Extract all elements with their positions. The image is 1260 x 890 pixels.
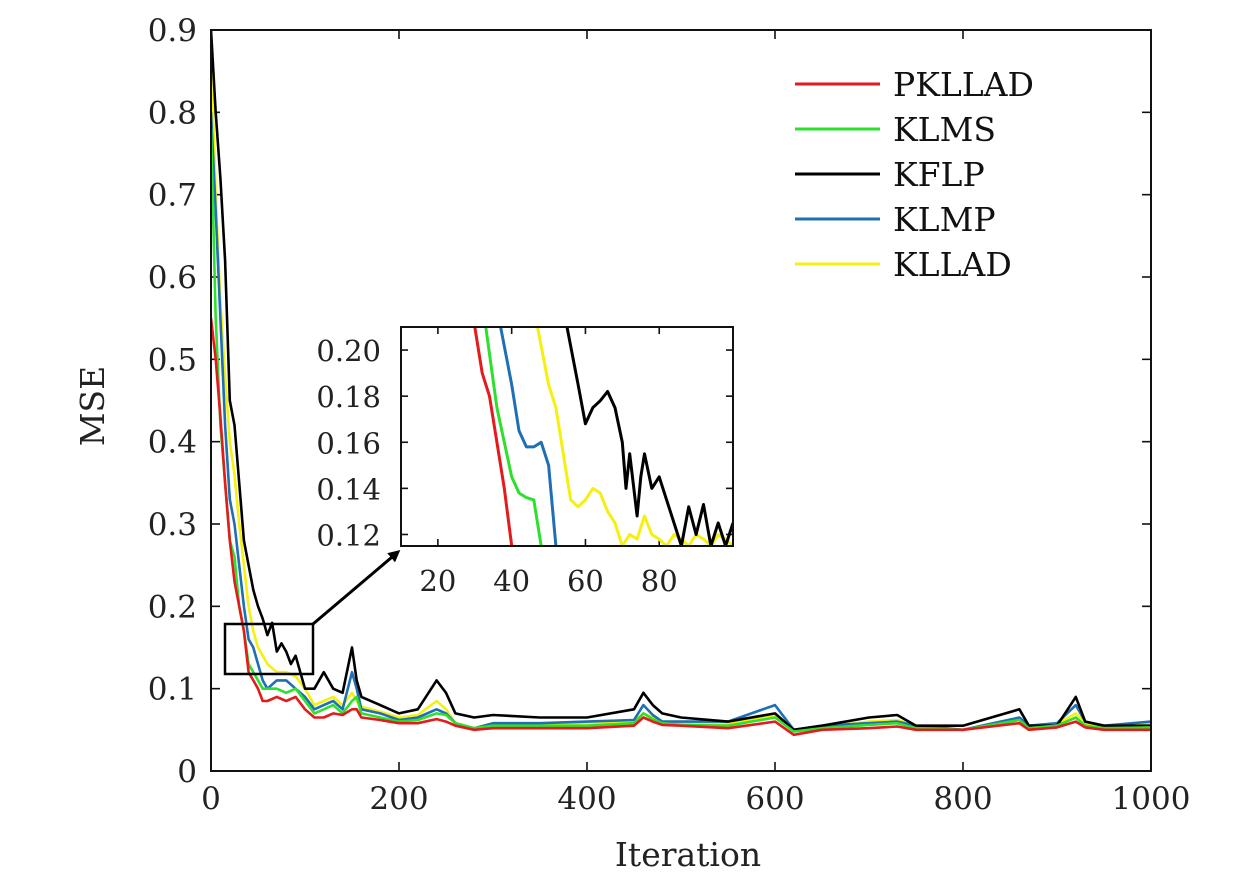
main-y-tick-label: 0.7 bbox=[148, 178, 197, 214]
inset-x-tick-label: 80 bbox=[641, 564, 678, 598]
zoom-arrow bbox=[312, 550, 401, 626]
main-y-tick-label: 0.9 bbox=[148, 13, 197, 49]
main-y-tick-label: 0 bbox=[177, 754, 197, 790]
inset-series-line-kllad bbox=[536, 327, 733, 546]
x-axis-label: Iteration bbox=[615, 835, 761, 874]
inset-y-tick-label: 0.18 bbox=[316, 380, 381, 414]
inset-y-tick-label: 0.14 bbox=[316, 472, 381, 506]
legend-label-klms: KLMS bbox=[893, 110, 996, 149]
main-series-line-klmp bbox=[211, 112, 1151, 732]
main-series-line-kllad bbox=[211, 46, 1151, 732]
y-axis-label: MSE bbox=[73, 366, 112, 447]
main-y-tick-label: 0.8 bbox=[148, 95, 197, 131]
inset-axis-ticks: 20 40 60 80 0.12 0.14 0.16 0.18 0.20 bbox=[316, 327, 733, 598]
legend-label-pkllad: PKLLAD bbox=[893, 65, 1034, 104]
main-x-tick-label: 1000 bbox=[1112, 781, 1191, 817]
main-y-tick-label: 0.3 bbox=[148, 507, 197, 543]
inset-y-tick-label: 0.20 bbox=[316, 334, 381, 368]
inset-x-tick-label: 40 bbox=[493, 564, 530, 598]
main-y-tick-label: 0.2 bbox=[148, 589, 197, 625]
inset-y-tick-label: 0.16 bbox=[316, 426, 381, 460]
inset-frame bbox=[400, 326, 734, 547]
main-x-tick-label: 200 bbox=[369, 781, 428, 817]
zoom-box bbox=[223, 622, 315, 676]
main-axis-ticks: 0 200 400 600 800 1000 0 0.1 0.2 0.3 0.4 0.5 0.6 0.7 0… bbox=[148, 13, 1191, 817]
inset-y-tick-label: 0.12 bbox=[316, 518, 381, 552]
main-y-tick-label: 0.1 bbox=[148, 672, 197, 708]
inset-series-line-klmp bbox=[499, 327, 558, 546]
inset-x-tick-label: 20 bbox=[419, 564, 456, 598]
inset-series-line-pkllad bbox=[473, 327, 514, 546]
main-series-line-pkllad bbox=[211, 318, 1151, 737]
inset-background bbox=[401, 327, 733, 546]
main-series-line-klms bbox=[211, 128, 1151, 733]
inset-series-line-klms bbox=[484, 327, 543, 546]
main-x-tick-label: 400 bbox=[557, 781, 616, 817]
inset-x-tick-label: 60 bbox=[567, 564, 604, 598]
main-series-line-kflp bbox=[211, 30, 1151, 732]
main-x-tick-label: 600 bbox=[745, 781, 804, 817]
main-plot-area bbox=[211, 30, 1151, 737]
legend: PKLLAD KLMS KFLP KLMP KLLAD bbox=[795, 65, 1034, 284]
main-y-tick-label: 0.4 bbox=[148, 425, 197, 461]
main-y-tick-label: 0.6 bbox=[148, 260, 197, 296]
legend-label-klmp: KLMP bbox=[893, 200, 996, 239]
main-x-tick-label: 0 bbox=[201, 781, 221, 817]
inset-series-line-kflp bbox=[565, 327, 733, 546]
legend-label-kllad: KLLAD bbox=[893, 245, 1012, 284]
main-plot-frame bbox=[210, 29, 1152, 772]
main-x-tick-label: 800 bbox=[933, 781, 992, 817]
inset-plot-area bbox=[473, 327, 733, 546]
main-y-tick-label: 0.5 bbox=[148, 342, 197, 378]
legend-label-kflp: KFLP bbox=[893, 155, 985, 194]
